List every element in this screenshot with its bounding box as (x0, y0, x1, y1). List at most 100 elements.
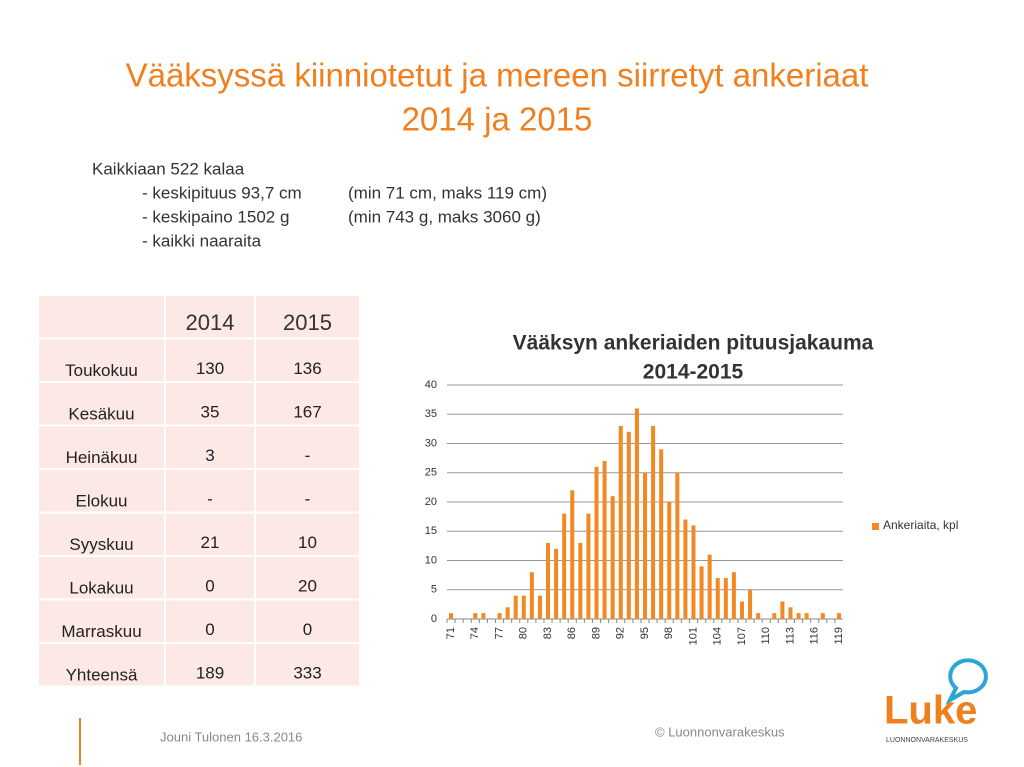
y-tick-label: 30 (425, 437, 437, 449)
y-tick-label: 25 (425, 467, 437, 479)
x-tick-label: 101 (687, 627, 699, 645)
table-cell (164, 294, 256, 340)
slide-title: Vääksyssä kiinniotetut ja mereen siirret… (126, 57, 869, 94)
bar (546, 542, 551, 619)
table-value: 189 (196, 663, 224, 682)
bar (667, 502, 672, 619)
bar (570, 490, 575, 619)
slide-title: 2014 ja 2015 (402, 101, 593, 138)
chart-title: Vääksyn ankeriaiden pituusjakauma (513, 332, 874, 355)
x-tick-label: 92 (615, 627, 627, 639)
x-tick-label: 89 (590, 627, 602, 639)
bar (642, 472, 648, 619)
table-value: 0 (205, 620, 214, 639)
bar (804, 613, 809, 619)
bar (537, 595, 542, 619)
y-tick-label: 5 (431, 584, 437, 596)
y-tick-label: 0 (431, 613, 437, 625)
x-tick-label: 98 (663, 627, 675, 639)
table-value: - (305, 446, 311, 465)
table-value: 20 (298, 576, 317, 595)
legend-swatch (872, 523, 879, 530)
table-row-label: Kesäkuu (68, 404, 134, 423)
x-tick-label: 116 (809, 627, 821, 645)
table-value: 21 (201, 533, 220, 552)
x-tick-label: 107 (736, 627, 748, 645)
summary-line: - keskipituus 93,7 cm (142, 183, 302, 202)
bar (449, 613, 454, 619)
x-tick-label: 77 (493, 627, 505, 639)
x-tick-label: 74 (469, 627, 481, 639)
summary-line: - keskipaino 1502 g (142, 207, 289, 226)
table-value: - (305, 489, 311, 508)
y-tick-label: 15 (425, 525, 437, 537)
chart-title: 2014-2015 (643, 361, 744, 384)
table-cell (164, 424, 256, 470)
x-tick-label: 104 (712, 627, 724, 645)
table-cell (254, 511, 361, 557)
bar (731, 572, 736, 619)
table-cell (254, 642, 361, 688)
table-cell (164, 555, 256, 601)
bar (796, 613, 801, 619)
table-cell (254, 598, 361, 644)
x-tick-label: 71 (445, 627, 457, 639)
bar (610, 496, 615, 619)
footer-copyright: © Luonnonvarakeskus (655, 724, 785, 739)
y-tick-label: 35 (425, 408, 437, 420)
x-tick-label: 83 (542, 627, 554, 639)
table-header: 2014 (186, 310, 235, 335)
summary-line: - kaikki naaraita (142, 231, 262, 250)
bar (659, 449, 664, 619)
bar (691, 525, 696, 619)
bar (780, 601, 785, 619)
table-cell (164, 511, 256, 557)
table-value: 130 (196, 359, 224, 378)
bar (772, 613, 777, 619)
table-cell (37, 468, 166, 514)
table-row-label: Heinäkuu (66, 448, 138, 467)
bar (513, 595, 518, 619)
logo-bubble (945, 658, 988, 706)
bar (756, 613, 761, 619)
bar (836, 613, 841, 619)
table-cell (164, 642, 256, 688)
bar (715, 578, 720, 619)
table-cell (164, 598, 256, 644)
table-value: 3 (205, 446, 214, 465)
bar (481, 613, 486, 619)
table-cell (37, 598, 166, 644)
bar (473, 613, 478, 619)
bar (618, 425, 623, 619)
y-tick-label: 10 (425, 554, 437, 566)
table-value: 333 (293, 663, 321, 682)
table-cell (254, 468, 361, 514)
bar (699, 566, 704, 619)
bar (626, 431, 631, 619)
bar (651, 425, 656, 619)
table-row-label: Marraskuu (61, 622, 141, 641)
bar (529, 572, 534, 619)
table-row-label: Lokakuu (69, 578, 133, 597)
bar (521, 595, 526, 619)
table-row-label: Syyskuu (69, 535, 133, 554)
legend-label: Ankeriaita, kpl (883, 518, 958, 532)
bar (562, 513, 567, 619)
table-value: 0 (303, 620, 312, 639)
bar (497, 613, 502, 619)
table-cell (37, 294, 166, 340)
table-row-label: Toukokuu (65, 361, 138, 380)
table-cell (37, 381, 166, 427)
bar (586, 513, 591, 619)
bar (748, 589, 753, 619)
bar (634, 408, 639, 619)
bar (788, 607, 793, 619)
table-cell (254, 381, 361, 427)
logo-sub: LUONNONVARAKESKUS (886, 737, 968, 744)
summary-line: Kaikkiaan 522 kalaa (92, 159, 245, 178)
bar (554, 548, 559, 619)
bar (820, 613, 825, 619)
table-row-label: Yhteensä (66, 665, 138, 684)
table-value: 10 (298, 533, 317, 552)
x-tick-label: 110 (760, 627, 772, 645)
